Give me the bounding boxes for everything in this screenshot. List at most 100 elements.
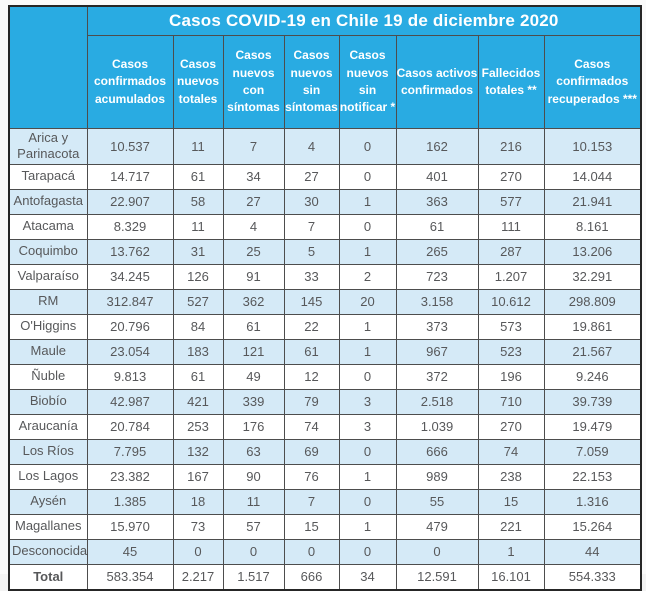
table-row: Los Lagos 23.382 167 90 76 1 989 238 22.153 [8,463,642,490]
value-cell: 19.861 [543,313,642,340]
value-cell: 162 [395,128,479,165]
value-cell: 25 [222,238,285,265]
table-row: Biobío 42.987 421 339 79 3 2.518 710 39.739 [8,388,642,415]
total-value-cell: 554.333 [543,563,642,590]
value-cell: 91 [222,263,285,290]
table-row: RM 312.847 527 362 145 20 3.158 10.612 298.809 [8,288,642,315]
value-cell: 3 [338,413,397,440]
covid-cases-table: Casos COVID-19 en Chile 19 de diciembre … [8,5,643,591]
value-cell: 13.762 [86,238,174,265]
value-cell: 1 [338,188,397,215]
region-cell: Maule [8,338,88,365]
value-cell: 339 [222,388,285,415]
value-cell: 11 [172,213,224,240]
column-header: Casos nuevos sin síntomas [283,35,340,129]
value-cell: 4 [283,128,340,165]
value-cell: 76 [283,463,340,490]
column-header: Casos nuevos sin notificar * [338,35,397,129]
column-header: Casos activos confirmados [395,35,479,129]
table-row: Atacama 8.329 11 4 7 0 61 111 8.161 [8,213,642,240]
value-cell: 14.717 [86,163,174,190]
value-cell: 0 [338,213,397,240]
value-cell: 196 [477,363,545,390]
value-cell: 0 [395,538,479,565]
value-cell: 7 [283,488,340,515]
value-cell: 22.907 [86,188,174,215]
value-cell: 723 [395,263,479,290]
value-cell: 34 [222,163,285,190]
value-cell: 61 [172,363,224,390]
value-cell: 221 [477,513,545,540]
value-cell: 15 [477,488,545,515]
value-cell: 0 [172,538,224,565]
total-value-cell: 666 [283,563,340,590]
value-cell: 270 [477,413,545,440]
value-cell: 373 [395,313,479,340]
value-cell: 479 [395,513,479,540]
region-cell: Magallanes [8,513,88,540]
value-cell: 32.291 [543,263,642,290]
value-cell: 27 [283,163,340,190]
value-cell: 90 [222,463,285,490]
total-value-cell: 2.217 [172,563,224,590]
value-cell: 989 [395,463,479,490]
value-cell: 1.316 [543,488,642,515]
value-cell: 362 [222,288,285,315]
value-cell: 14.044 [543,163,642,190]
value-cell: 15.264 [543,513,642,540]
value-cell: 7 [222,128,285,165]
value-cell: 12 [283,363,340,390]
value-cell: 22.153 [543,463,642,490]
column-header: Casos confirmados acumulados [86,35,174,129]
region-cell: Arica y Parinacota [8,128,88,165]
value-cell: 34.245 [86,263,174,290]
region-cell: Biobío [8,388,88,415]
value-cell: 527 [172,288,224,315]
value-cell: 145 [283,288,340,315]
value-cell: 19.479 [543,413,642,440]
value-cell: 0 [338,538,397,565]
region-cell: Coquimbo [8,238,88,265]
value-cell: 363 [395,188,479,215]
value-cell: 0 [283,538,340,565]
value-cell: 1 [338,313,397,340]
value-cell: 23.382 [86,463,174,490]
total-row: Total 583.354 2.217 1.517 666 34 12.591 16.101 5… [8,563,642,590]
value-cell: 61 [222,313,285,340]
region-cell: O'Higgins [8,313,88,340]
value-cell: 265 [395,238,479,265]
region-cell: Los Ríos [8,438,88,465]
value-cell: 1.207 [477,263,545,290]
value-cell: 1.039 [395,413,479,440]
value-cell: 31 [172,238,224,265]
column-header: Fallecidos totales ** [477,35,545,129]
table-row: Coquimbo 13.762 31 25 5 1 265 287 13.206 [8,238,642,265]
table-row: Arica y Parinacota 10.537 11 7 4 0 162 216 10.15… [8,128,642,165]
value-cell: 2 [338,263,397,290]
column-header: Casos confirmados recuperados *** [543,35,642,129]
value-cell: 74 [477,438,545,465]
value-cell: 74 [283,413,340,440]
value-cell: 20 [338,288,397,315]
column-header: Casos nuevos con síntomas [222,35,285,129]
table-row: Valparaíso 34.245 126 91 33 2 723 1.207 32.291 [8,263,642,290]
value-cell: 8.161 [543,213,642,240]
region-cell: Desconocida [8,538,88,565]
title-row: Casos COVID-19 en Chile 19 de diciembre … [8,5,642,129]
corner-cell [8,5,88,129]
value-cell: 15.970 [86,513,174,540]
value-cell: 21.567 [543,338,642,365]
value-cell: 372 [395,363,479,390]
value-cell: 73 [172,513,224,540]
value-cell: 84 [172,313,224,340]
table-row: Antofagasta 22.907 58 27 30 1 363 577 21.941 [8,188,642,215]
value-cell: 0 [338,363,397,390]
value-cell: 10.537 [86,128,174,165]
value-cell: 253 [172,413,224,440]
region-cell: Aysén [8,488,88,515]
table-row: Tarapacá 14.717 61 34 27 0 401 270 14.044 [8,163,642,190]
total-value-cell: 12.591 [395,563,479,590]
region-cell: Valparaíso [8,263,88,290]
value-cell: 1 [338,238,397,265]
region-cell: Atacama [8,213,88,240]
